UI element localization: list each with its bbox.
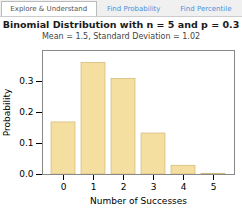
svg-text:4: 4 [181,182,187,192]
svg-text:0: 0 [61,182,67,192]
html-text:Find Probability: Find Probability [106,4,161,13]
html-text:Binomial Distribution with n =: Binomial Distribution with n = 5 and p =… [2,19,240,30]
svg-text:0.0: 0.0 [19,169,34,179]
svg-text:0.1: 0.1 [19,138,33,148]
svg-text:Number of Successes: Number of Successes [90,196,187,206]
svg-text:Probability: Probability [2,88,12,136]
svg-text:5: 5 [211,182,217,192]
svg-text:1: 1 [91,182,97,192]
svg-text:0.3: 0.3 [19,76,33,86]
html-text:Find Percentile: Find Percentile [180,4,232,13]
svg-text:3: 3 [151,182,157,192]
html-text:Mean = 1.5, Standard Deviation: Mean = 1.5, Standard Deviation = 1.02 [41,32,201,41]
svg-text:2: 2 [121,182,127,192]
svg-text:0.2: 0.2 [19,107,33,117]
html-text:Explore & Understand: Explore & Understand [10,5,88,13]
